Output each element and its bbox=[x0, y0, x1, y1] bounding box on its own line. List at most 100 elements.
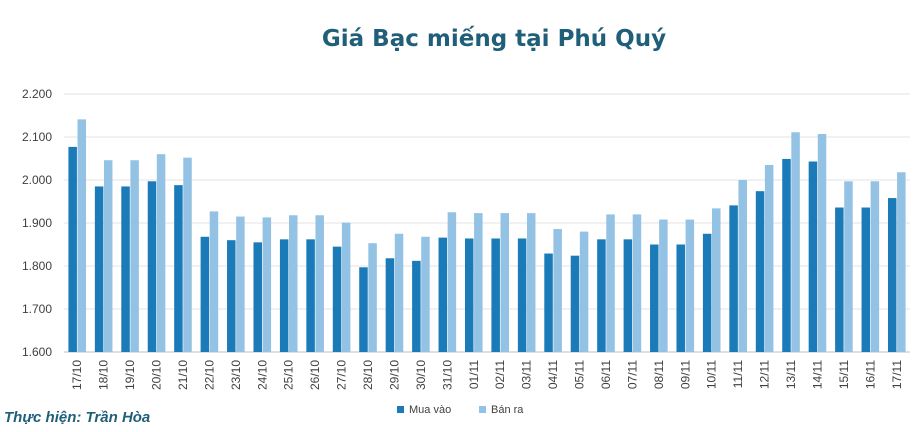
x-tick-label: 31/10 bbox=[440, 360, 454, 390]
bar-ban-ra bbox=[421, 236, 430, 352]
bar-ban-ra bbox=[870, 181, 880, 352]
x-tick-label: 05/11 bbox=[573, 360, 587, 389]
bar-mua-vao bbox=[279, 239, 289, 352]
x-tick-label: 07/11 bbox=[625, 360, 639, 389]
y-tick-label: 2.000 bbox=[22, 173, 52, 187]
y-tick-label: 1.700 bbox=[22, 302, 52, 316]
bar-ban-ra bbox=[685, 219, 695, 352]
bar-mua-vao bbox=[702, 233, 712, 352]
y-tick-label: 1.600 bbox=[22, 345, 52, 359]
x-tick-label: 28/10 bbox=[361, 360, 375, 390]
bar-mua-vao bbox=[491, 238, 500, 352]
bar-ban-ra bbox=[236, 216, 245, 352]
chart-title: Giá Bạc miếng tại Phú Quý bbox=[322, 25, 666, 52]
bar-ban-ra bbox=[606, 214, 615, 352]
bar-mua-vao bbox=[570, 255, 580, 352]
bar-ban-ra bbox=[130, 160, 139, 352]
x-tick-label: 01/11 bbox=[467, 360, 481, 389]
bar-mua-vao bbox=[729, 205, 738, 352]
bar-mua-vao bbox=[544, 253, 553, 352]
bar-ban-ra bbox=[156, 154, 166, 352]
x-tick-label: 26/10 bbox=[308, 360, 322, 390]
legend: Mua vào Bán ra bbox=[397, 404, 524, 416]
bar-mua-vao bbox=[464, 238, 474, 352]
bar-ban-ra bbox=[500, 213, 510, 352]
bar-ban-ra bbox=[897, 172, 906, 352]
bar-ban-ra bbox=[394, 233, 404, 352]
bar-mua-vao bbox=[517, 238, 527, 352]
bar-mua-vao bbox=[306, 239, 315, 352]
x-tick-label: 25/10 bbox=[282, 360, 296, 390]
y-axis-ticks: 1.600 1.700 1.800 1.900 2.000 2.100 2.200 bbox=[22, 87, 52, 359]
bar-mua-vao bbox=[676, 244, 685, 352]
bar-mua-vao bbox=[597, 239, 606, 352]
bar-ban-ra bbox=[183, 157, 192, 352]
x-tick-label: 27/10 bbox=[335, 360, 349, 390]
bar-mua-vao bbox=[755, 191, 765, 352]
x-tick-label: 03/11 bbox=[520, 360, 534, 389]
y-tick-label: 2.200 bbox=[22, 87, 52, 101]
bar-ban-ra bbox=[209, 211, 219, 352]
bar-mua-vao bbox=[174, 185, 183, 352]
y-tick-label: 2.100 bbox=[22, 130, 52, 144]
x-tick-label: 24/10 bbox=[255, 360, 269, 390]
bar-ban-ra bbox=[844, 181, 853, 352]
bar-ban-ra bbox=[712, 208, 721, 352]
bar-ban-ra bbox=[341, 222, 351, 352]
bar-mua-vao bbox=[332, 246, 342, 352]
x-tick-label: 08/11 bbox=[652, 360, 666, 389]
bar-mua-vao bbox=[412, 260, 421, 352]
credit-text: Thực hiện: Trần Hòa bbox=[4, 409, 150, 426]
bar-mua-vao bbox=[94, 186, 104, 352]
bar-mua-vao bbox=[147, 181, 157, 352]
bar-mua-vao bbox=[385, 258, 395, 352]
x-tick-label: 02/11 bbox=[493, 360, 507, 389]
y-tick-label: 1.900 bbox=[22, 216, 52, 230]
x-tick-label: 18/10 bbox=[97, 360, 111, 390]
bar-ban-ra bbox=[103, 160, 113, 352]
legend-label-ban-ra: Bán ra bbox=[491, 404, 524, 416]
bar-ban-ra bbox=[659, 219, 668, 352]
bar-mua-vao bbox=[68, 146, 77, 352]
x-tick-label: 14/11 bbox=[810, 360, 824, 389]
bar-ban-ra bbox=[447, 212, 457, 352]
bar-mua-vao bbox=[861, 207, 871, 352]
bar-mua-vao bbox=[623, 239, 633, 352]
x-tick-label: 06/11 bbox=[599, 360, 613, 389]
x-tick-label: 19/10 bbox=[123, 360, 137, 390]
legend-swatch-ban-ra bbox=[479, 406, 486, 413]
bar-ban-ra bbox=[474, 213, 483, 352]
x-tick-label: 04/11 bbox=[546, 360, 560, 389]
x-tick-label: 29/10 bbox=[387, 360, 401, 390]
bar-ban-ra bbox=[77, 119, 87, 353]
bar-ban-ra bbox=[764, 164, 774, 352]
bar-mua-vao bbox=[438, 237, 448, 352]
bar-mua-vao bbox=[887, 198, 897, 352]
x-tick-label: 13/11 bbox=[784, 360, 798, 389]
bar-mua-vao bbox=[650, 244, 659, 352]
bars bbox=[68, 119, 906, 353]
bar-ban-ra bbox=[738, 180, 747, 352]
bar-ban-ra bbox=[368, 243, 377, 352]
x-tick-label: 09/11 bbox=[678, 360, 692, 389]
bar-ban-ra bbox=[315, 215, 324, 352]
x-tick-label: 23/10 bbox=[229, 360, 243, 390]
x-tick-label: 10/11 bbox=[705, 360, 719, 389]
bar-ban-ra bbox=[791, 132, 800, 352]
x-tick-label: 22/10 bbox=[202, 360, 216, 390]
x-tick-label: 15/11 bbox=[837, 360, 851, 389]
bar-ban-ra bbox=[817, 133, 827, 352]
bar-mua-vao bbox=[253, 242, 262, 352]
bar-ban-ra bbox=[526, 213, 536, 352]
legend-swatch-mua-vao bbox=[397, 406, 404, 413]
x-tick-label: 20/10 bbox=[150, 360, 164, 390]
x-tick-label: 11/11 bbox=[731, 360, 745, 389]
x-tick-label: 17/11 bbox=[890, 360, 904, 389]
bar-ban-ra bbox=[553, 229, 562, 352]
x-tick-label: 21/10 bbox=[176, 360, 190, 390]
legend-label-mua-vao: Mua vào bbox=[409, 404, 451, 416]
bar-mua-vao bbox=[359, 267, 368, 352]
bar-mua-vao bbox=[782, 158, 791, 352]
bar-ban-ra bbox=[632, 214, 642, 352]
